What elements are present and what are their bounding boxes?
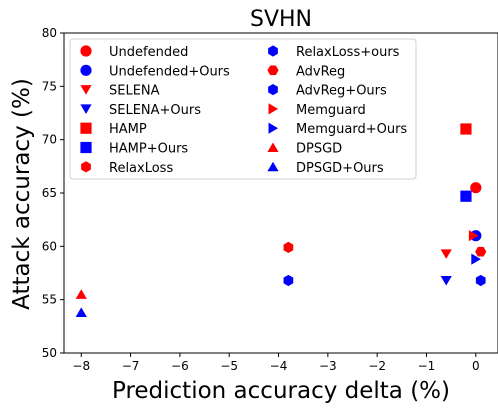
x-tick-label: −1 bbox=[418, 359, 436, 373]
legend-label: RelaxLoss bbox=[109, 161, 173, 176]
x-tick-label: −6 bbox=[171, 359, 189, 373]
legend-label: SELENA bbox=[109, 84, 160, 99]
x-tick-label: −4 bbox=[270, 359, 288, 373]
legend-label: Memguard+Ours bbox=[296, 122, 407, 137]
data-point bbox=[471, 253, 481, 265]
y-tick-label: 60 bbox=[42, 239, 57, 253]
y-tick-label: 65 bbox=[42, 186, 57, 200]
data-point bbox=[475, 274, 486, 287]
legend-marker bbox=[81, 161, 91, 173]
legend-marker bbox=[268, 122, 279, 134]
data-point bbox=[75, 307, 87, 317]
legend-label: DPSGD+Ours bbox=[296, 161, 384, 176]
y-tick-label: 80 bbox=[42, 26, 57, 40]
legend-marker bbox=[80, 141, 92, 154]
legend-label: Undefended+Ours bbox=[109, 64, 230, 79]
legend: Undefended Undefended+Ours SELENA SELENA+Ou… bbox=[69, 38, 417, 180]
legend-label: SELENA+Ours bbox=[109, 103, 201, 118]
legend-marker bbox=[80, 122, 92, 134]
x-tick-label: −8 bbox=[72, 359, 90, 373]
data-point bbox=[283, 241, 294, 253]
data-point bbox=[440, 249, 452, 259]
legend-marker bbox=[268, 84, 278, 96]
legend-marker bbox=[267, 161, 279, 172]
legend-label: HAMP+Ours bbox=[109, 142, 188, 157]
y-tick-label: 75 bbox=[42, 79, 57, 93]
legend-marker bbox=[267, 65, 279, 76]
x-tick-label: 0 bbox=[472, 359, 480, 373]
legend-label: AdvReg bbox=[296, 64, 345, 79]
legend-marker bbox=[80, 64, 92, 76]
y-tick-label: 55 bbox=[42, 293, 57, 307]
legend-marker bbox=[80, 45, 92, 57]
legend-marker bbox=[268, 45, 278, 57]
data-point bbox=[475, 246, 487, 257]
legend-label: RelaxLoss+ours bbox=[296, 45, 400, 60]
x-tick-label: −2 bbox=[368, 359, 386, 373]
data-point bbox=[470, 182, 482, 194]
legend-marker bbox=[267, 142, 279, 152]
legend-marker bbox=[268, 103, 279, 115]
data-point bbox=[75, 289, 87, 299]
y-tick-label: 70 bbox=[42, 133, 57, 147]
legend-label: HAMP bbox=[109, 122, 147, 137]
chart-title: SVHN bbox=[250, 7, 312, 32]
legend-label: AdvReg+Ours bbox=[296, 84, 387, 99]
data-point bbox=[440, 275, 452, 286]
legend-label: DPSGD bbox=[296, 142, 342, 157]
x-axis-label: Prediction accuracy delta (%) bbox=[112, 378, 450, 404]
legend-label: Undefended bbox=[109, 45, 188, 60]
x-tick-label: −7 bbox=[122, 359, 140, 373]
data-point bbox=[460, 123, 472, 135]
plot-area: −8 −7 −6 −5 −4 −3 −2 −1 0 50 55 60 65 70 75 80 bbox=[42, 26, 498, 373]
data-point bbox=[283, 274, 294, 287]
data-point bbox=[460, 190, 472, 202]
x-tick-label: −5 bbox=[220, 359, 238, 373]
y-axis-label: Attack accuracy (%) bbox=[9, 78, 35, 310]
x-tick-label: −3 bbox=[319, 359, 337, 373]
legend-label: Memguard bbox=[296, 103, 366, 118]
legend-box bbox=[69, 38, 417, 180]
legend-marker bbox=[80, 85, 92, 95]
y-tick-label: 50 bbox=[42, 346, 57, 360]
legend-marker bbox=[80, 104, 92, 114]
data-point bbox=[468, 230, 479, 242]
